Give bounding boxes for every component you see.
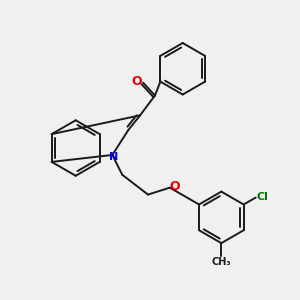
Text: CH₃: CH₃: [212, 257, 231, 267]
Text: Cl: Cl: [257, 192, 268, 202]
Text: O: O: [169, 180, 180, 193]
Text: N: N: [109, 152, 118, 162]
Text: O: O: [132, 75, 142, 88]
